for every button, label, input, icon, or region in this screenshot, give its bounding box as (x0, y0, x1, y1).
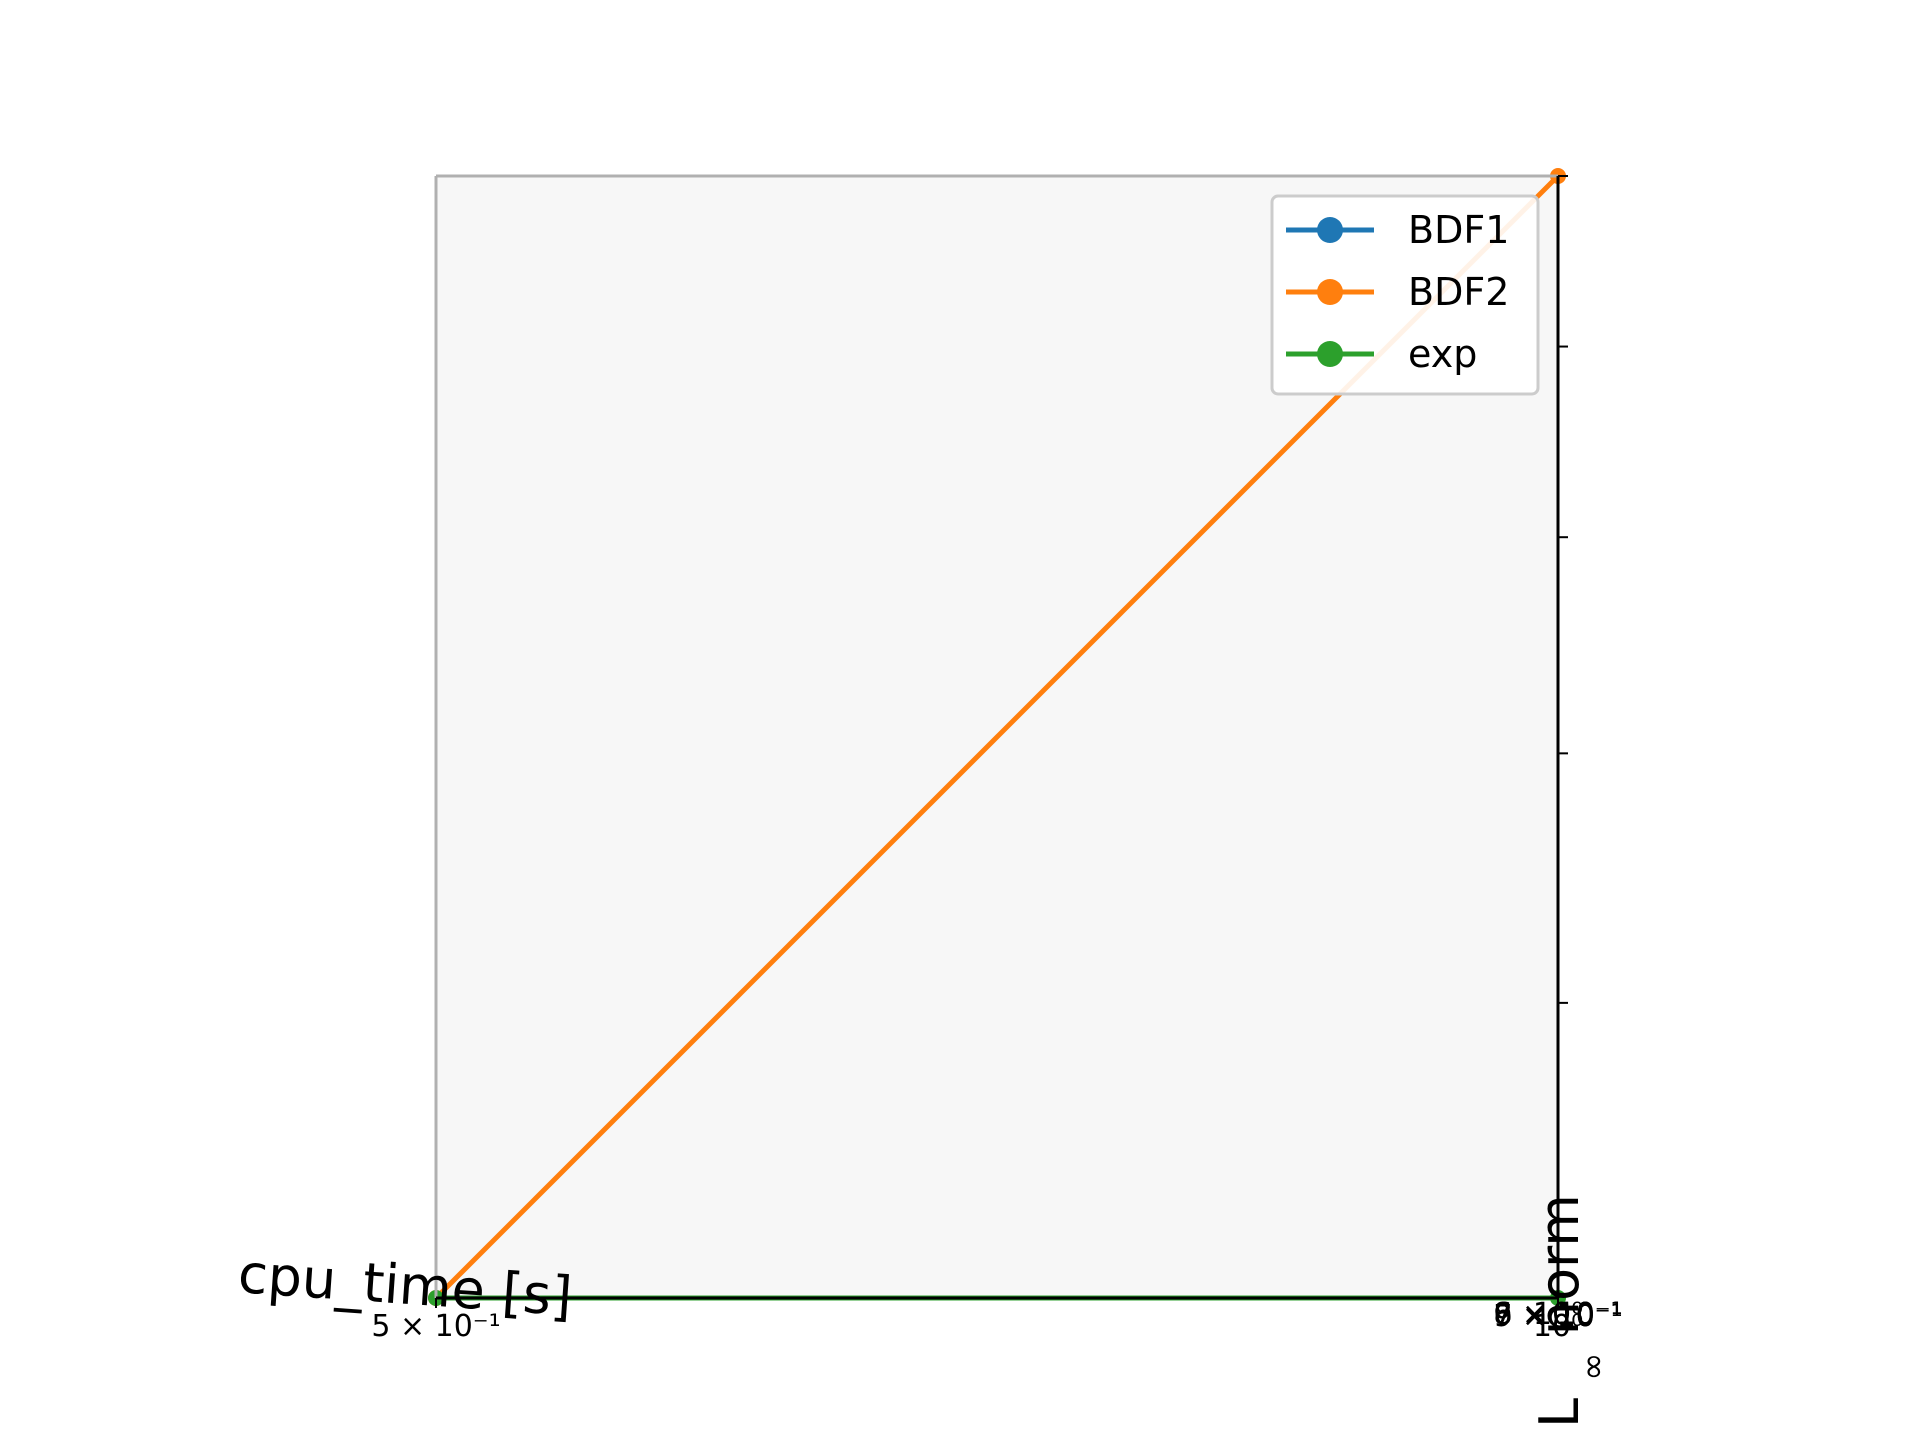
legend-entry-bdf1: BDF1 (1286, 208, 1509, 252)
y-tick-label-1: 7 × 10⁻¹ (1493, 1299, 1622, 1334)
y-axis-label-main: L (1528, 1398, 1591, 1428)
legend: BDF1 BDF2 exp (1270, 194, 1540, 396)
legend-marker-bdf1 (1317, 217, 1343, 243)
legend-label-bdf2: BDF2 (1408, 270, 1509, 314)
legend-entry-bdf2: BDF2 (1286, 270, 1509, 314)
y-axis-label-rest: norm (1528, 1194, 1591, 1335)
axes-layer (434, 174, 1560, 1300)
x-tick-label-1: 10⁰ (1533, 1309, 1583, 1344)
y-axis-label: L ∞ norm (1528, 1194, 1617, 1428)
y-axis-label-subscript: ∞ (1573, 1352, 1613, 1380)
y-tick-label-0: 6 × 10⁻¹ (1493, 1297, 1622, 1332)
legend-marker-exp (1317, 341, 1343, 367)
legend-label-exp: exp (1408, 332, 1477, 376)
legend-entry-exp: exp (1286, 332, 1477, 376)
y-axis-label-text: L ∞ norm (1528, 1194, 1617, 1428)
x-tick-label-0: 5 × 10⁻¹ (371, 1309, 500, 1344)
y-tick-label-3: 9 × 10⁻¹ (1493, 1299, 1622, 1334)
y-tick-label-2: 8 × 10⁻¹ (1493, 1297, 1622, 1332)
legend-marker-bdf2 (1317, 279, 1343, 305)
y-tick-label-4: 10⁰ (1533, 1297, 1583, 1332)
legend-label-bdf1: BDF1 (1408, 208, 1509, 252)
